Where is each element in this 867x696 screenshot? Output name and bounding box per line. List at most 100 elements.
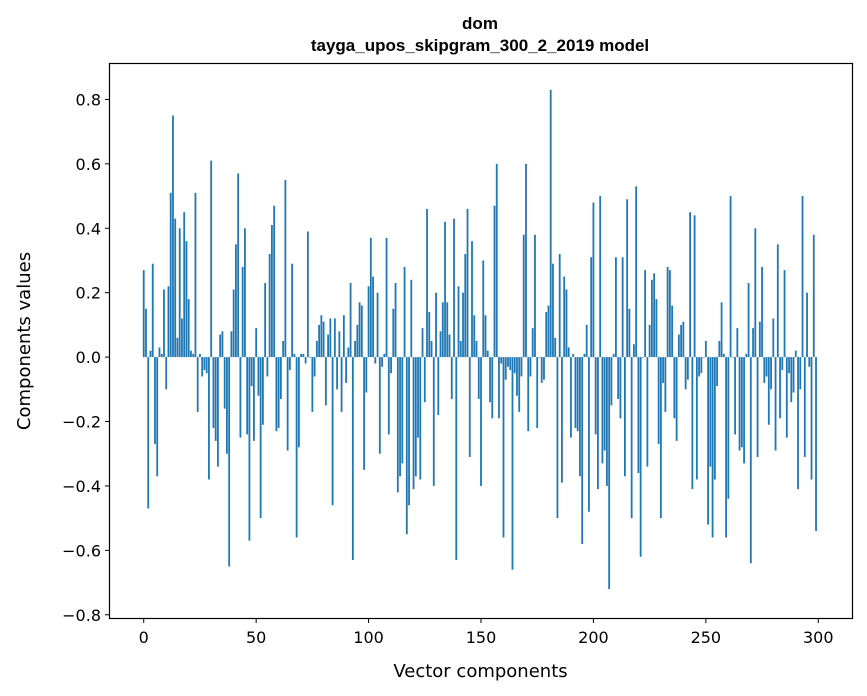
bar: [581, 357, 584, 544]
bar: [327, 334, 330, 358]
bar: [345, 357, 347, 383]
bar: [504, 357, 507, 380]
bar: [392, 308, 395, 358]
bar: [779, 357, 781, 419]
bar: [671, 305, 674, 358]
bar: [626, 199, 629, 358]
bar: [538, 357, 541, 358]
bar: [237, 173, 240, 358]
bar: [390, 357, 392, 374]
bar: [446, 302, 449, 358]
bar: [403, 266, 406, 358]
bar: [630, 357, 633, 519]
bar: [192, 353, 195, 358]
bar: [154, 357, 156, 445]
bar: [453, 218, 455, 358]
bar: [585, 324, 588, 358]
bar: [610, 357, 613, 406]
bar: [657, 357, 660, 445]
bar: [727, 357, 730, 499]
bar: [641, 357, 644, 358]
bar: [682, 321, 685, 358]
bar: [513, 357, 516, 374]
x-tick-label: 250: [691, 628, 722, 647]
bar: [356, 324, 359, 358]
y-tick-label: 0.6: [76, 155, 101, 174]
bar: [731, 357, 734, 358]
bar: [475, 341, 478, 358]
bar: [248, 357, 251, 541]
bar: [549, 89, 552, 358]
bar: [574, 357, 577, 428]
bar: [468, 357, 471, 457]
x-tick-label: 300: [803, 628, 834, 647]
bar: [664, 357, 667, 412]
y-tick-label: 0.4: [76, 219, 101, 238]
bar: [709, 357, 712, 467]
bar: [291, 263, 294, 358]
bar: [725, 357, 727, 538]
bar: [644, 270, 647, 358]
y-tick-label: −0.4: [62, 477, 101, 496]
bar: [412, 357, 415, 490]
plot-frame: [108, 62, 854, 620]
bar: [702, 357, 705, 358]
bar: [711, 357, 714, 538]
bar: [354, 341, 356, 358]
bar: [743, 357, 745, 464]
bar: [313, 357, 316, 377]
bar: [261, 357, 264, 425]
bar: [594, 357, 597, 435]
bar: [507, 357, 509, 367]
bar: [765, 357, 768, 377]
bar: [543, 357, 545, 380]
y-tick-label: 0.8: [76, 90, 101, 109]
bar: [309, 357, 312, 358]
bar: [273, 205, 276, 358]
bar: [509, 357, 512, 370]
bar: [511, 357, 514, 570]
bar: [315, 341, 318, 358]
bar: [734, 357, 736, 435]
bar: [812, 234, 815, 358]
bar: [432, 357, 435, 486]
bar: [270, 225, 273, 358]
bar: [275, 357, 278, 432]
bar: [369, 237, 372, 358]
x-tick-label: 0: [139, 628, 149, 647]
bar: [255, 328, 258, 358]
bar: [419, 357, 422, 480]
bar: [279, 357, 282, 399]
bar: [738, 357, 741, 451]
bar: [187, 299, 190, 358]
bar: [722, 353, 725, 358]
bar: [394, 283, 397, 358]
bar: [304, 357, 307, 364]
bar: [444, 221, 446, 358]
bar: [441, 302, 444, 358]
bar: [547, 305, 550, 358]
bar: [628, 308, 631, 358]
bar: [747, 283, 750, 358]
bar: [172, 115, 174, 358]
bar: [758, 321, 761, 358]
bar: [781, 357, 784, 370]
bar: [448, 334, 451, 358]
bar: [342, 315, 345, 358]
bar: [214, 357, 217, 441]
bar: [615, 257, 617, 358]
bar: [592, 202, 595, 358]
bar: [489, 357, 491, 403]
bar: [498, 357, 500, 419]
bar: [799, 357, 802, 390]
bar: [704, 341, 707, 358]
bar: [583, 353, 586, 358]
bar: [149, 350, 152, 358]
bar: [621, 257, 624, 358]
bar: [806, 292, 808, 358]
bar: [471, 241, 473, 358]
y-tick-label: 0.2: [76, 284, 101, 303]
bar: [695, 357, 698, 480]
bar: [241, 266, 244, 358]
bar: [176, 337, 179, 358]
